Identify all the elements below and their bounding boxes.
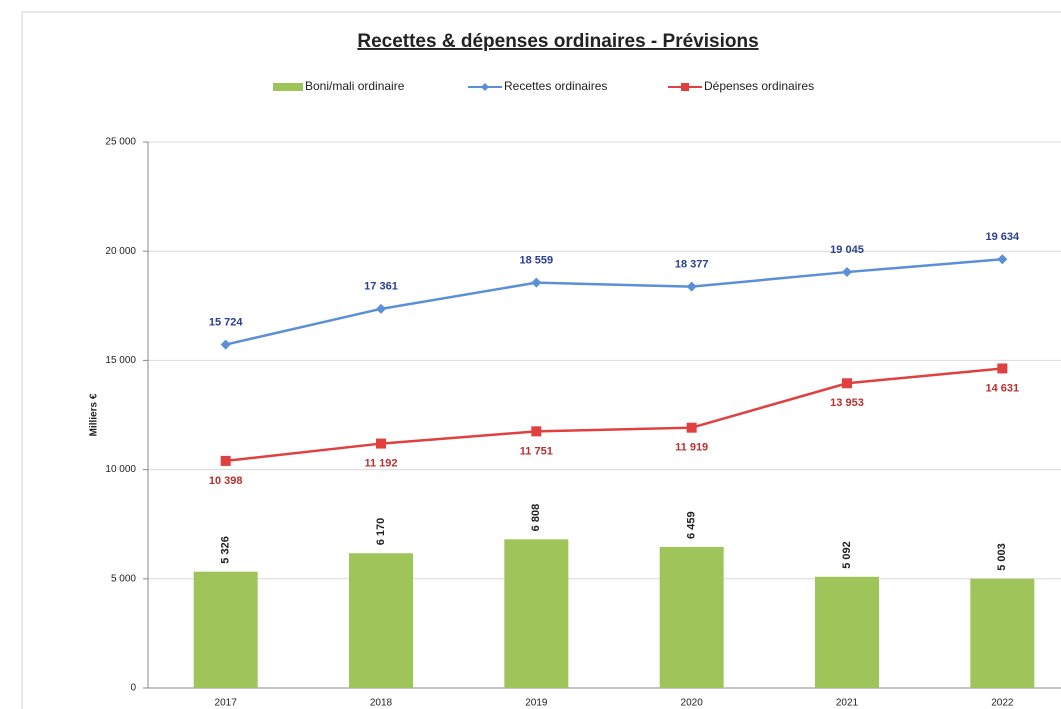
bar xyxy=(504,539,569,688)
line-marker xyxy=(531,277,542,288)
y-axis-label: Milliers € xyxy=(89,393,100,436)
bar xyxy=(193,571,258,688)
line-value-label: 18 559 xyxy=(520,255,554,267)
legend-marker xyxy=(681,83,689,91)
bar-value-label: 5 092 xyxy=(841,541,853,569)
line-value-label: 14 631 xyxy=(986,382,1020,394)
line-value-label: 15 724 xyxy=(209,316,244,328)
line-marker xyxy=(997,363,1008,374)
x-tick-label: 2022 xyxy=(991,698,1014,709)
x-tick-label: 2017 xyxy=(215,698,238,709)
line-marker xyxy=(686,422,697,433)
line-marker xyxy=(376,438,386,449)
bar-value-label: 6 170 xyxy=(375,518,387,546)
bar xyxy=(349,553,413,688)
y-tick-label: 15 000 xyxy=(105,355,136,366)
x-tick-label: 2019 xyxy=(525,698,548,709)
bar-value-label: 5 326 xyxy=(220,536,232,564)
y-tick-label: 25 000 xyxy=(105,137,136,148)
line-marker xyxy=(842,378,852,389)
legend-label: Recettes ordinaires xyxy=(504,79,607,93)
line-value-label: 11 919 xyxy=(675,442,708,454)
line-marker xyxy=(376,303,386,314)
line-value-label: 18 377 xyxy=(675,259,709,271)
y-tick-label: 0 xyxy=(130,683,136,694)
line xyxy=(225,367,1003,463)
bar xyxy=(659,546,724,688)
bar xyxy=(970,578,1035,688)
y-tick-label: 10 000 xyxy=(105,464,136,475)
y-tick-label: 20 000 xyxy=(105,246,136,257)
line-value-label: 11 192 xyxy=(364,457,397,469)
bar-value-label: 5 003 xyxy=(996,543,1008,571)
y-tick-label: 5 000 xyxy=(111,573,136,584)
line-value-label: 17 361 xyxy=(364,281,398,293)
line-value-label: 13 953 xyxy=(830,397,864,409)
line-value-label: 19 634 xyxy=(986,231,1021,243)
line xyxy=(225,257,1003,346)
line-marker xyxy=(686,281,697,292)
legend-marker xyxy=(481,83,489,91)
line-value-label: 10 398 xyxy=(209,475,243,487)
line-marker xyxy=(842,267,852,278)
x-tick-label: 2020 xyxy=(681,698,704,709)
legend-label: Boni/mali ordinaire xyxy=(305,79,405,93)
line-marker xyxy=(531,426,542,437)
chart-frame xyxy=(21,11,1061,709)
line-marker xyxy=(220,339,231,350)
line-marker xyxy=(220,455,231,466)
line-value-label: 11 751 xyxy=(520,445,553,457)
x-tick-label: 2018 xyxy=(370,698,393,709)
bar xyxy=(815,576,879,688)
line-value-label: 19 045 xyxy=(830,244,864,256)
legend-swatch xyxy=(273,83,303,91)
line-marker xyxy=(997,254,1008,265)
legend-label: Dépenses ordinaires xyxy=(704,79,814,93)
bar-value-label: 6 459 xyxy=(686,511,698,539)
bar-value-label: 6 808 xyxy=(530,504,542,532)
chart-title: Recettes & dépenses ordinaires - Prévisi… xyxy=(357,31,758,52)
x-tick-label: 2021 xyxy=(836,698,859,709)
